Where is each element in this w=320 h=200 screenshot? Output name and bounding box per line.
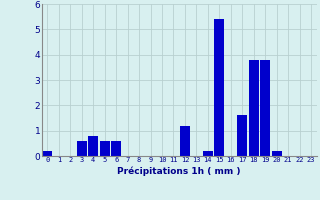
Bar (249, 60, 259, 156)
Bar (42, 151, 52, 156)
Bar (76, 141, 87, 156)
Bar (237, 115, 247, 156)
Bar (100, 141, 110, 156)
Bar (203, 151, 213, 156)
Bar (214, 19, 225, 156)
Bar (111, 141, 121, 156)
Bar (88, 136, 98, 156)
X-axis label: Précipitations 1h ( mm ): Précipitations 1h ( mm ) (117, 166, 241, 176)
Bar (271, 151, 282, 156)
Bar (180, 126, 190, 156)
Bar (260, 60, 270, 156)
